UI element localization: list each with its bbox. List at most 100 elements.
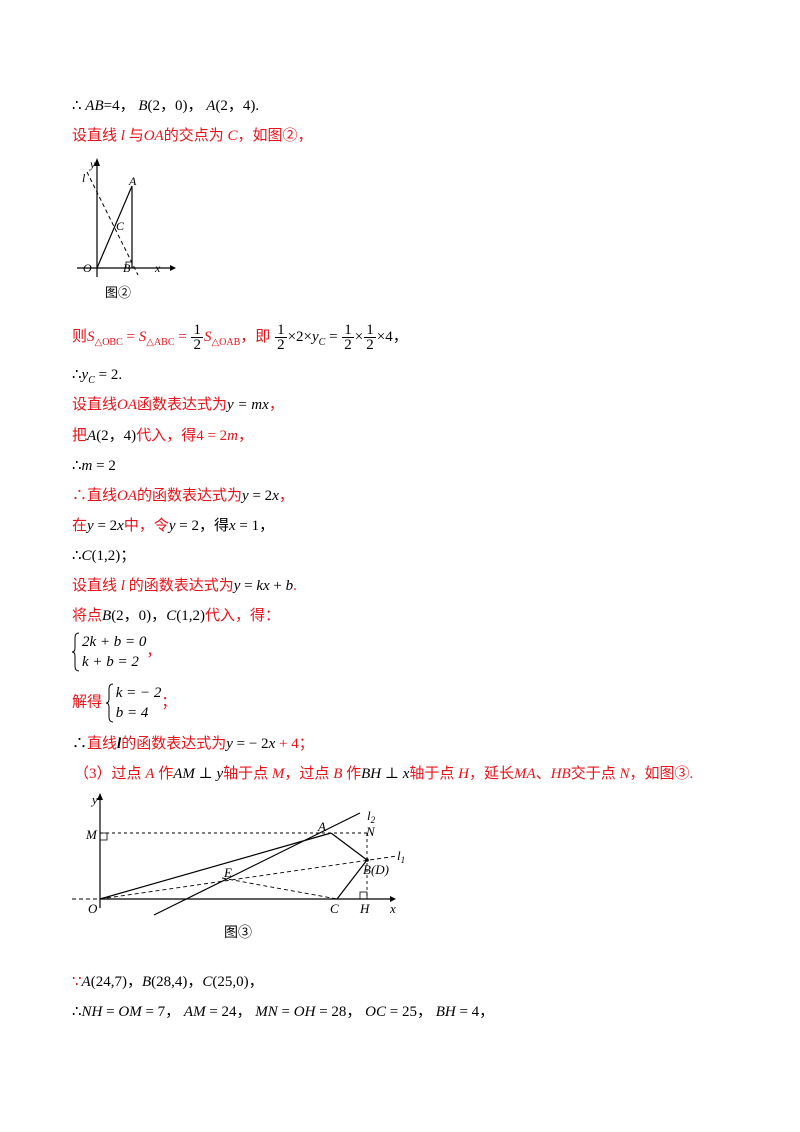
label-O: O: [88, 901, 98, 916]
text: OH: [293, 1004, 316, 1020]
text: MN: [255, 1004, 278, 1020]
text: 将点: [72, 608, 103, 624]
label-x: x: [154, 261, 161, 275]
label-y: y: [90, 792, 98, 807]
figure-caption: 图③: [224, 925, 252, 941]
segment-BC: [336, 859, 368, 900]
line-2: 设直线 l 与OA的交点为 C，如图②，: [72, 126, 313, 146]
text: 代入，得4 = 2: [136, 428, 228, 444]
text: kx: [256, 578, 270, 594]
because-symbol: ∵: [72, 974, 82, 990]
text: = 28，: [315, 1004, 362, 1020]
text: ×2×: [287, 329, 312, 345]
text: OA: [117, 397, 138, 413]
text: ⊥: [381, 766, 403, 782]
text: BH: [361, 766, 382, 782]
line-l1: [99, 855, 398, 900]
text: x: [117, 518, 124, 534]
text: B: [102, 608, 112, 624]
equation-row: b = 4: [115, 705, 149, 721]
text: x: [228, 518, 236, 534]
text: A: [145, 766, 155, 782]
line-16: （3）过点 A 作AM ⊥ y轴于点 M，过点 B 作BH ⊥ x轴于点 H，延…: [74, 764, 693, 784]
text: A: [81, 974, 91, 990]
text: B: [333, 766, 343, 782]
label-l: l: [82, 171, 86, 185]
text: C: [81, 548, 92, 564]
label-C: C: [330, 901, 339, 916]
text: b: [285, 578, 294, 594]
text: = 2.: [94, 367, 123, 383]
line-9: 在y = 2x中，令y = 2，得x = 1，: [72, 516, 274, 536]
text: = 7，: [141, 1004, 181, 1020]
text: y: [168, 518, 176, 534]
text: B: [138, 98, 148, 114]
segment-EC: [221, 877, 338, 900]
text: 函数表达式为: [137, 397, 228, 413]
text: (2，4).: [215, 98, 260, 114]
text: ，: [268, 397, 284, 413]
text: 直线: [87, 488, 118, 504]
text: ，: [146, 643, 162, 660]
line-1: ∴ AB=4， B(2，0)， A(2，4).: [72, 96, 259, 116]
therefore-symbol: ∴: [72, 488, 88, 504]
line-7: ∴m = 2: [72, 456, 116, 476]
text: C: [166, 608, 177, 624]
text: 轴于点: [223, 766, 272, 782]
text: x: [268, 736, 276, 752]
text: OA: [117, 488, 138, 504]
subscript: C: [88, 375, 95, 386]
line-6: 把A(2，4)代入，得4 = 2m，: [72, 426, 253, 446]
text: 中，令: [123, 518, 169, 534]
label-l1-letter: l: [397, 848, 401, 863]
text: BH: [435, 1004, 456, 1020]
equation-row: k + b = 2: [82, 654, 139, 670]
therefore-symbol: ∴: [72, 367, 82, 383]
text: y: [311, 329, 319, 345]
text: ，如图③.: [629, 766, 694, 782]
text: ⊥: [194, 766, 217, 782]
text: S: [87, 329, 95, 345]
text: y: [242, 488, 249, 504]
line-18: ∴NH = OM = 7， AM = 24， MN = OH = 28， OC …: [72, 1002, 494, 1022]
segment-OA: [96, 185, 133, 269]
text: y: [233, 578, 241, 594]
text: S: [203, 329, 212, 345]
text: MA: [514, 766, 536, 782]
line-10: ∴C(1,2)；: [72, 546, 135, 566]
line-15: ∴直线l的函数表达式为y = − 2x + 4；: [72, 734, 314, 754]
x-axis-arrow: [390, 896, 396, 902]
right-angle-mark: [125, 261, 133, 269]
text: l: [120, 128, 125, 144]
text: .: [293, 578, 297, 594]
label-B: B: [123, 261, 131, 275]
text: (25,0)，: [212, 974, 264, 990]
text: 解得: [72, 694, 103, 711]
text: =: [277, 1004, 294, 1020]
text: AB: [85, 98, 104, 114]
text: B: [141, 974, 152, 990]
text: y: [226, 736, 233, 752]
text: y = mx: [227, 397, 269, 413]
denominator: 2: [277, 337, 285, 354]
text: = 4，: [455, 1004, 495, 1020]
text: y: [216, 766, 224, 782]
text: 在: [72, 518, 88, 534]
label-O: O: [83, 261, 92, 275]
line-14: 解得 k = − 2 b = 4 ；: [72, 683, 176, 723]
text: ，: [278, 488, 294, 504]
therefore-symbol: ∴: [72, 1004, 82, 1020]
therefore-symbol: ∴: [72, 548, 82, 564]
denominator: 2: [366, 337, 374, 354]
text: （3）过点: [74, 766, 146, 782]
text: =4，: [103, 98, 135, 114]
figure-caption: 图②: [105, 285, 131, 300]
solution-system: k = − 2 b = 4: [105, 683, 161, 723]
text: 设直线: [72, 397, 118, 413]
left-brace-icon: [105, 683, 113, 723]
text: = 2: [92, 458, 116, 474]
text: A: [206, 98, 216, 114]
point-B: [365, 858, 369, 862]
text: =: [174, 329, 191, 345]
